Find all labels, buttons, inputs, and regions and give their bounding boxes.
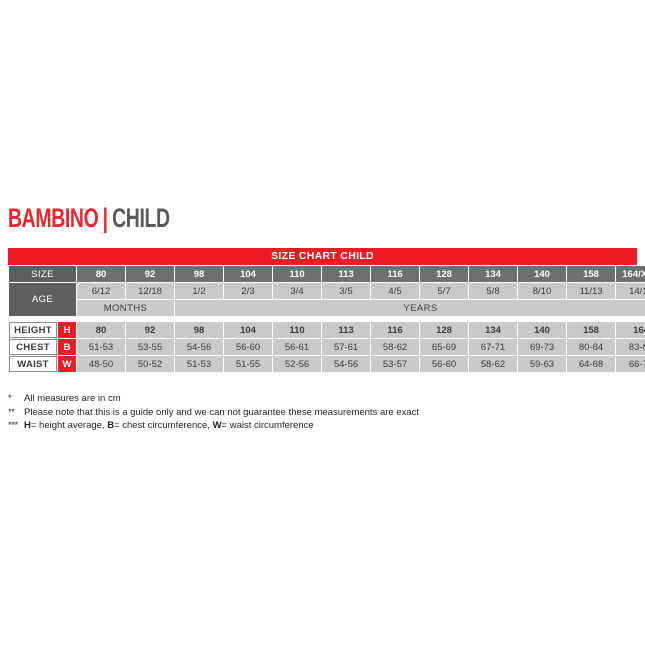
height-cell: 140 <box>518 322 566 338</box>
waist-cell: 58-62 <box>469 356 517 372</box>
footnotes: * All measures are in cm ** Please note … <box>8 392 628 433</box>
table-row-chest: CHEST B 51-53 53-55 54-56 56-60 56-61 57… <box>9 339 645 355</box>
row-label-chest: CHEST <box>9 339 57 355</box>
size-cell: 98 <box>175 266 223 282</box>
chart-banner: SIZE CHART CHILD <box>8 248 637 265</box>
waist-cell: 59-63 <box>518 356 566 372</box>
size-cell: 158 <box>567 266 615 282</box>
age-cell: 4/5 <box>371 283 419 299</box>
footnote-marker: *** <box>8 420 18 431</box>
row-label-size: SIZE <box>9 266 76 282</box>
height-cell: 116 <box>371 322 419 338</box>
table-row-size: SIZE 80 92 98 104 110 113 116 128 134 14… <box>9 266 645 282</box>
height-cell: 128 <box>420 322 468 338</box>
size-cell: 116 <box>371 266 419 282</box>
size-cell: 104 <box>224 266 272 282</box>
badge-waist: W <box>58 356 76 372</box>
footnote-1: * All measures are in cm <box>8 392 628 406</box>
waist-cell: 56-60 <box>420 356 468 372</box>
chest-cell: 67-71 <box>469 339 517 355</box>
waist-cell: 51-53 <box>175 356 223 372</box>
waist-cell: 48-50 <box>77 356 125 372</box>
chest-cell: 83-87 <box>616 339 645 355</box>
size-cell: 80 <box>77 266 125 282</box>
height-cell: 164 <box>616 322 645 338</box>
chest-cell: 65-69 <box>420 339 468 355</box>
size-chart-table: SIZE 80 92 98 104 110 113 116 128 134 14… <box>8 265 645 373</box>
age-span-years: YEARS <box>175 300 645 316</box>
age-cell: 3/5 <box>322 283 370 299</box>
age-cell: 6/12 <box>77 283 125 299</box>
size-cell: 140 <box>518 266 566 282</box>
chest-cell: 53-55 <box>126 339 174 355</box>
height-cell: 110 <box>273 322 321 338</box>
badge-height: H <box>58 322 76 338</box>
title-separator: | <box>102 203 108 233</box>
footnote-marker: ** <box>8 406 15 418</box>
chest-cell: 58-62 <box>371 339 419 355</box>
table-row-height: HEIGHT H 80 92 98 104 110 113 116 128 13… <box>9 322 645 338</box>
height-cell: 92 <box>126 322 174 338</box>
table-spacer-row <box>9 317 645 321</box>
chest-cell: 54-56 <box>175 339 223 355</box>
size-chart: SIZE CHART CHILD SIZE 80 92 98 104 110 <box>8 248 645 373</box>
table-row-age-values: AGE 6/12 12/18 1/2 2/3 3/4 3/5 4/5 5/7 5… <box>9 283 645 316</box>
waist-cell: 66-70 <box>616 356 645 372</box>
row-label-age: AGE <box>9 283 76 316</box>
height-cell: 104 <box>224 322 272 338</box>
table-row-waist: WAIST W 48-50 50-52 51-53 51-55 52-56 54… <box>9 356 645 372</box>
age-cell: 12/18 <box>126 283 174 299</box>
title-brand: BAMBINO <box>8 203 99 233</box>
age-cell: 2/3 <box>224 283 272 299</box>
age-span-months: MONTHS <box>77 300 174 316</box>
chest-cell: 80-84 <box>567 339 615 355</box>
waist-cell: 51-55 <box>224 356 272 372</box>
height-cell: 158 <box>567 322 615 338</box>
footnote-text: Please note that this is a guide only an… <box>24 406 420 418</box>
size-cell: 92 <box>126 266 174 282</box>
chest-cell: 56-60 <box>224 339 272 355</box>
chest-cell: 69-73 <box>518 339 566 355</box>
waist-cell: 54-56 <box>322 356 370 372</box>
waist-cell: 50-52 <box>126 356 174 372</box>
height-cell: 98 <box>175 322 223 338</box>
footnote-text: All measures are in cm <box>24 393 121 404</box>
size-cell: 128 <box>420 266 468 282</box>
age-cell: 5/8 <box>469 283 517 299</box>
size-cell: 164/XXS <box>616 266 645 282</box>
chest-cell: 51-53 <box>77 339 125 355</box>
footnote-text: H= height average, B= chest circumferenc… <box>24 420 314 431</box>
height-cell: 80 <box>77 322 125 338</box>
waist-cell: 52-56 <box>273 356 321 372</box>
badge-chest: B <box>58 339 76 355</box>
height-cell: 113 <box>322 322 370 338</box>
age-cell: 3/4 <box>273 283 321 299</box>
row-label-height: HEIGHT <box>9 322 57 338</box>
footnote-marker: * <box>8 393 12 404</box>
age-cell: 14/16 <box>616 283 645 299</box>
page-title: BAMBINO | CHILD <box>8 203 170 233</box>
size-cell: 110 <box>273 266 321 282</box>
age-cell: 11/13 <box>567 283 615 299</box>
title-kind: CHILD <box>112 203 170 233</box>
footnote-3: *** H= height average, B= chest circumfe… <box>8 419 628 433</box>
footnote-2: ** Please note that this is a guide only… <box>8 406 628 420</box>
table-row-age-units: MONTHS YEARS <box>9 300 645 316</box>
age-cell: 5/7 <box>420 283 468 299</box>
spacer-cell <box>9 317 645 321</box>
waist-cell: 64-68 <box>567 356 615 372</box>
waist-cell: 53-57 <box>371 356 419 372</box>
row-label-waist: WAIST <box>9 356 57 372</box>
age-cell: 8/10 <box>518 283 566 299</box>
height-cell: 134 <box>469 322 517 338</box>
age-cell: 1/2 <box>175 283 223 299</box>
chest-cell: 57-61 <box>322 339 370 355</box>
size-cell: 134 <box>469 266 517 282</box>
size-cell: 113 <box>322 266 370 282</box>
chest-cell: 56-61 <box>273 339 321 355</box>
